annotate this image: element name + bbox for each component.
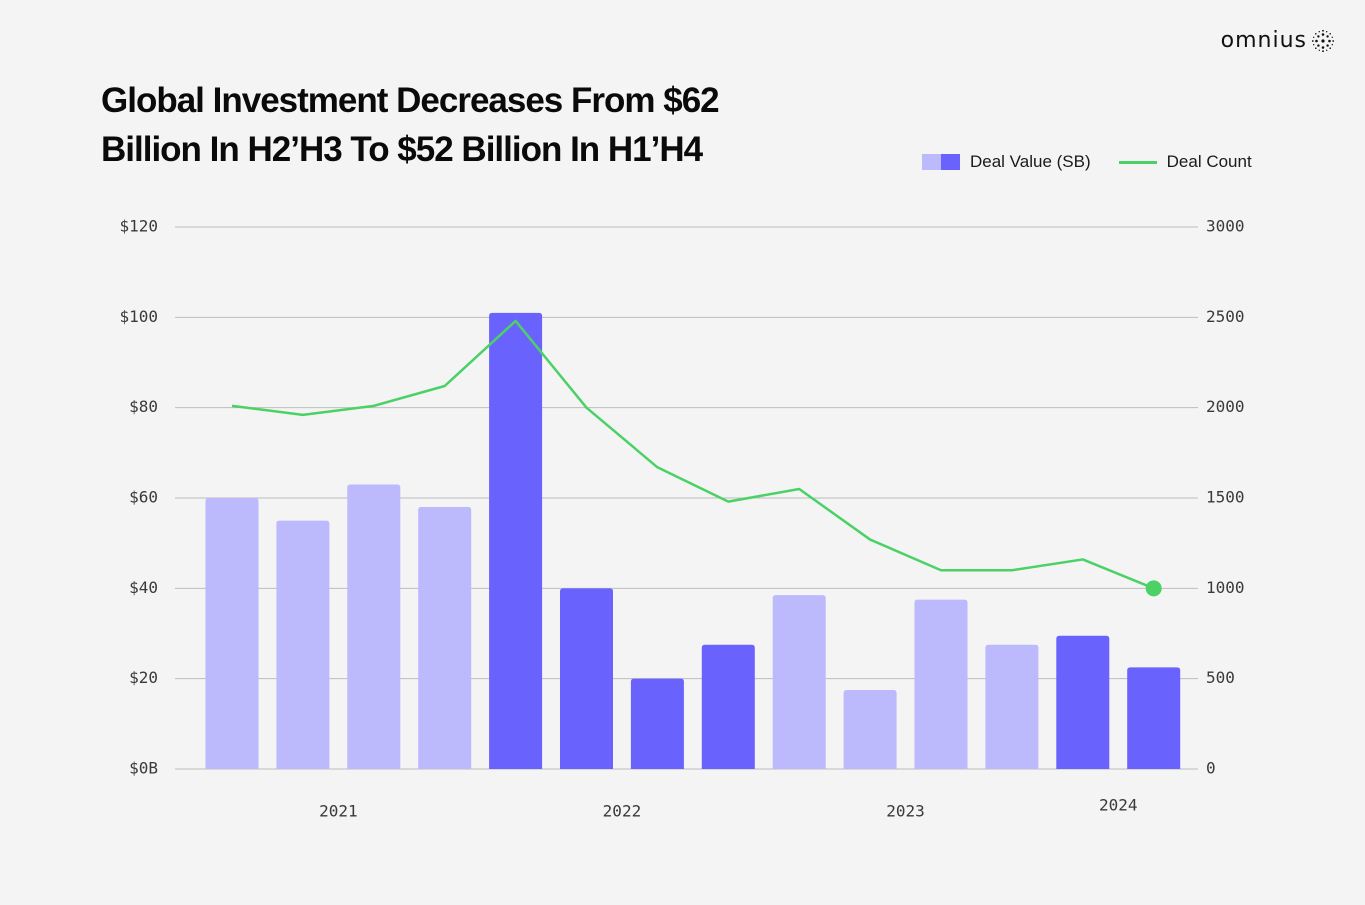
deal-count-line [231,319,1155,590]
x-tick-label: 2022 [603,802,642,821]
brand-name: omnius [1220,28,1307,53]
bar [914,599,968,769]
bar [560,588,613,769]
bar [772,595,826,769]
bar [843,689,897,769]
line-series [231,319,1162,597]
bar [985,644,1039,769]
right-tick-label: 0 [1206,759,1216,778]
x-tick-label: 2023 [886,802,925,821]
right-tick-label: 1000 [1206,578,1245,597]
bar [489,312,543,769]
left-axis-ticks: $0B $20 $40 $60 $80 $100 $120 [119,217,158,778]
left-tick-label: $0B [129,759,158,778]
bar [418,507,472,769]
left-tick-label: $60 [129,488,158,507]
legend-item-deal-value: Deal Value (SB) [922,152,1091,172]
right-tick-label: 2500 [1206,307,1245,326]
bar [205,498,259,769]
bar [630,678,684,769]
right-tick-label: 3000 [1206,217,1245,236]
line-end-point [1145,580,1162,597]
bar [1127,667,1181,769]
left-tick-label: $40 [129,578,158,597]
left-tick-label: $80 [129,397,158,416]
left-tick-label: $20 [129,668,158,687]
dotted-sphere-icon [1311,29,1335,52]
x-tick-label: 2021 [319,802,358,821]
x-axis-labels: 2021 2022 2023 2024 [319,796,1137,821]
right-axis-ticks: 0 500 1000 1500 2000 2500 3000 [1206,217,1245,778]
bar [276,520,330,769]
bar [347,484,401,769]
legend-swatch-line [1118,160,1157,164]
left-tick-label: $120 [119,217,158,236]
right-tick-label: 500 [1206,668,1235,687]
legend-swatch-bar [922,154,960,170]
legend-item-deal-count: Deal Count [1118,152,1252,172]
bar-series [205,312,1181,769]
bar [1056,635,1110,769]
right-tick-label: 1500 [1206,488,1245,507]
bar [701,644,755,769]
brand-logo: omnius [1221,28,1335,53]
left-tick-label: $100 [119,307,158,326]
x-tick-label: 2024 [1099,796,1138,815]
chart-legend: Deal Value (SB) Deal Count [922,152,1252,172]
legend-label-deal-value: Deal Value (SB) [970,152,1091,171]
right-tick-label: 2000 [1206,397,1245,416]
legend-label-deal-count: Deal Count [1166,152,1252,171]
chart-title: Global Investment Decreases From $62 Bil… [101,81,720,169]
